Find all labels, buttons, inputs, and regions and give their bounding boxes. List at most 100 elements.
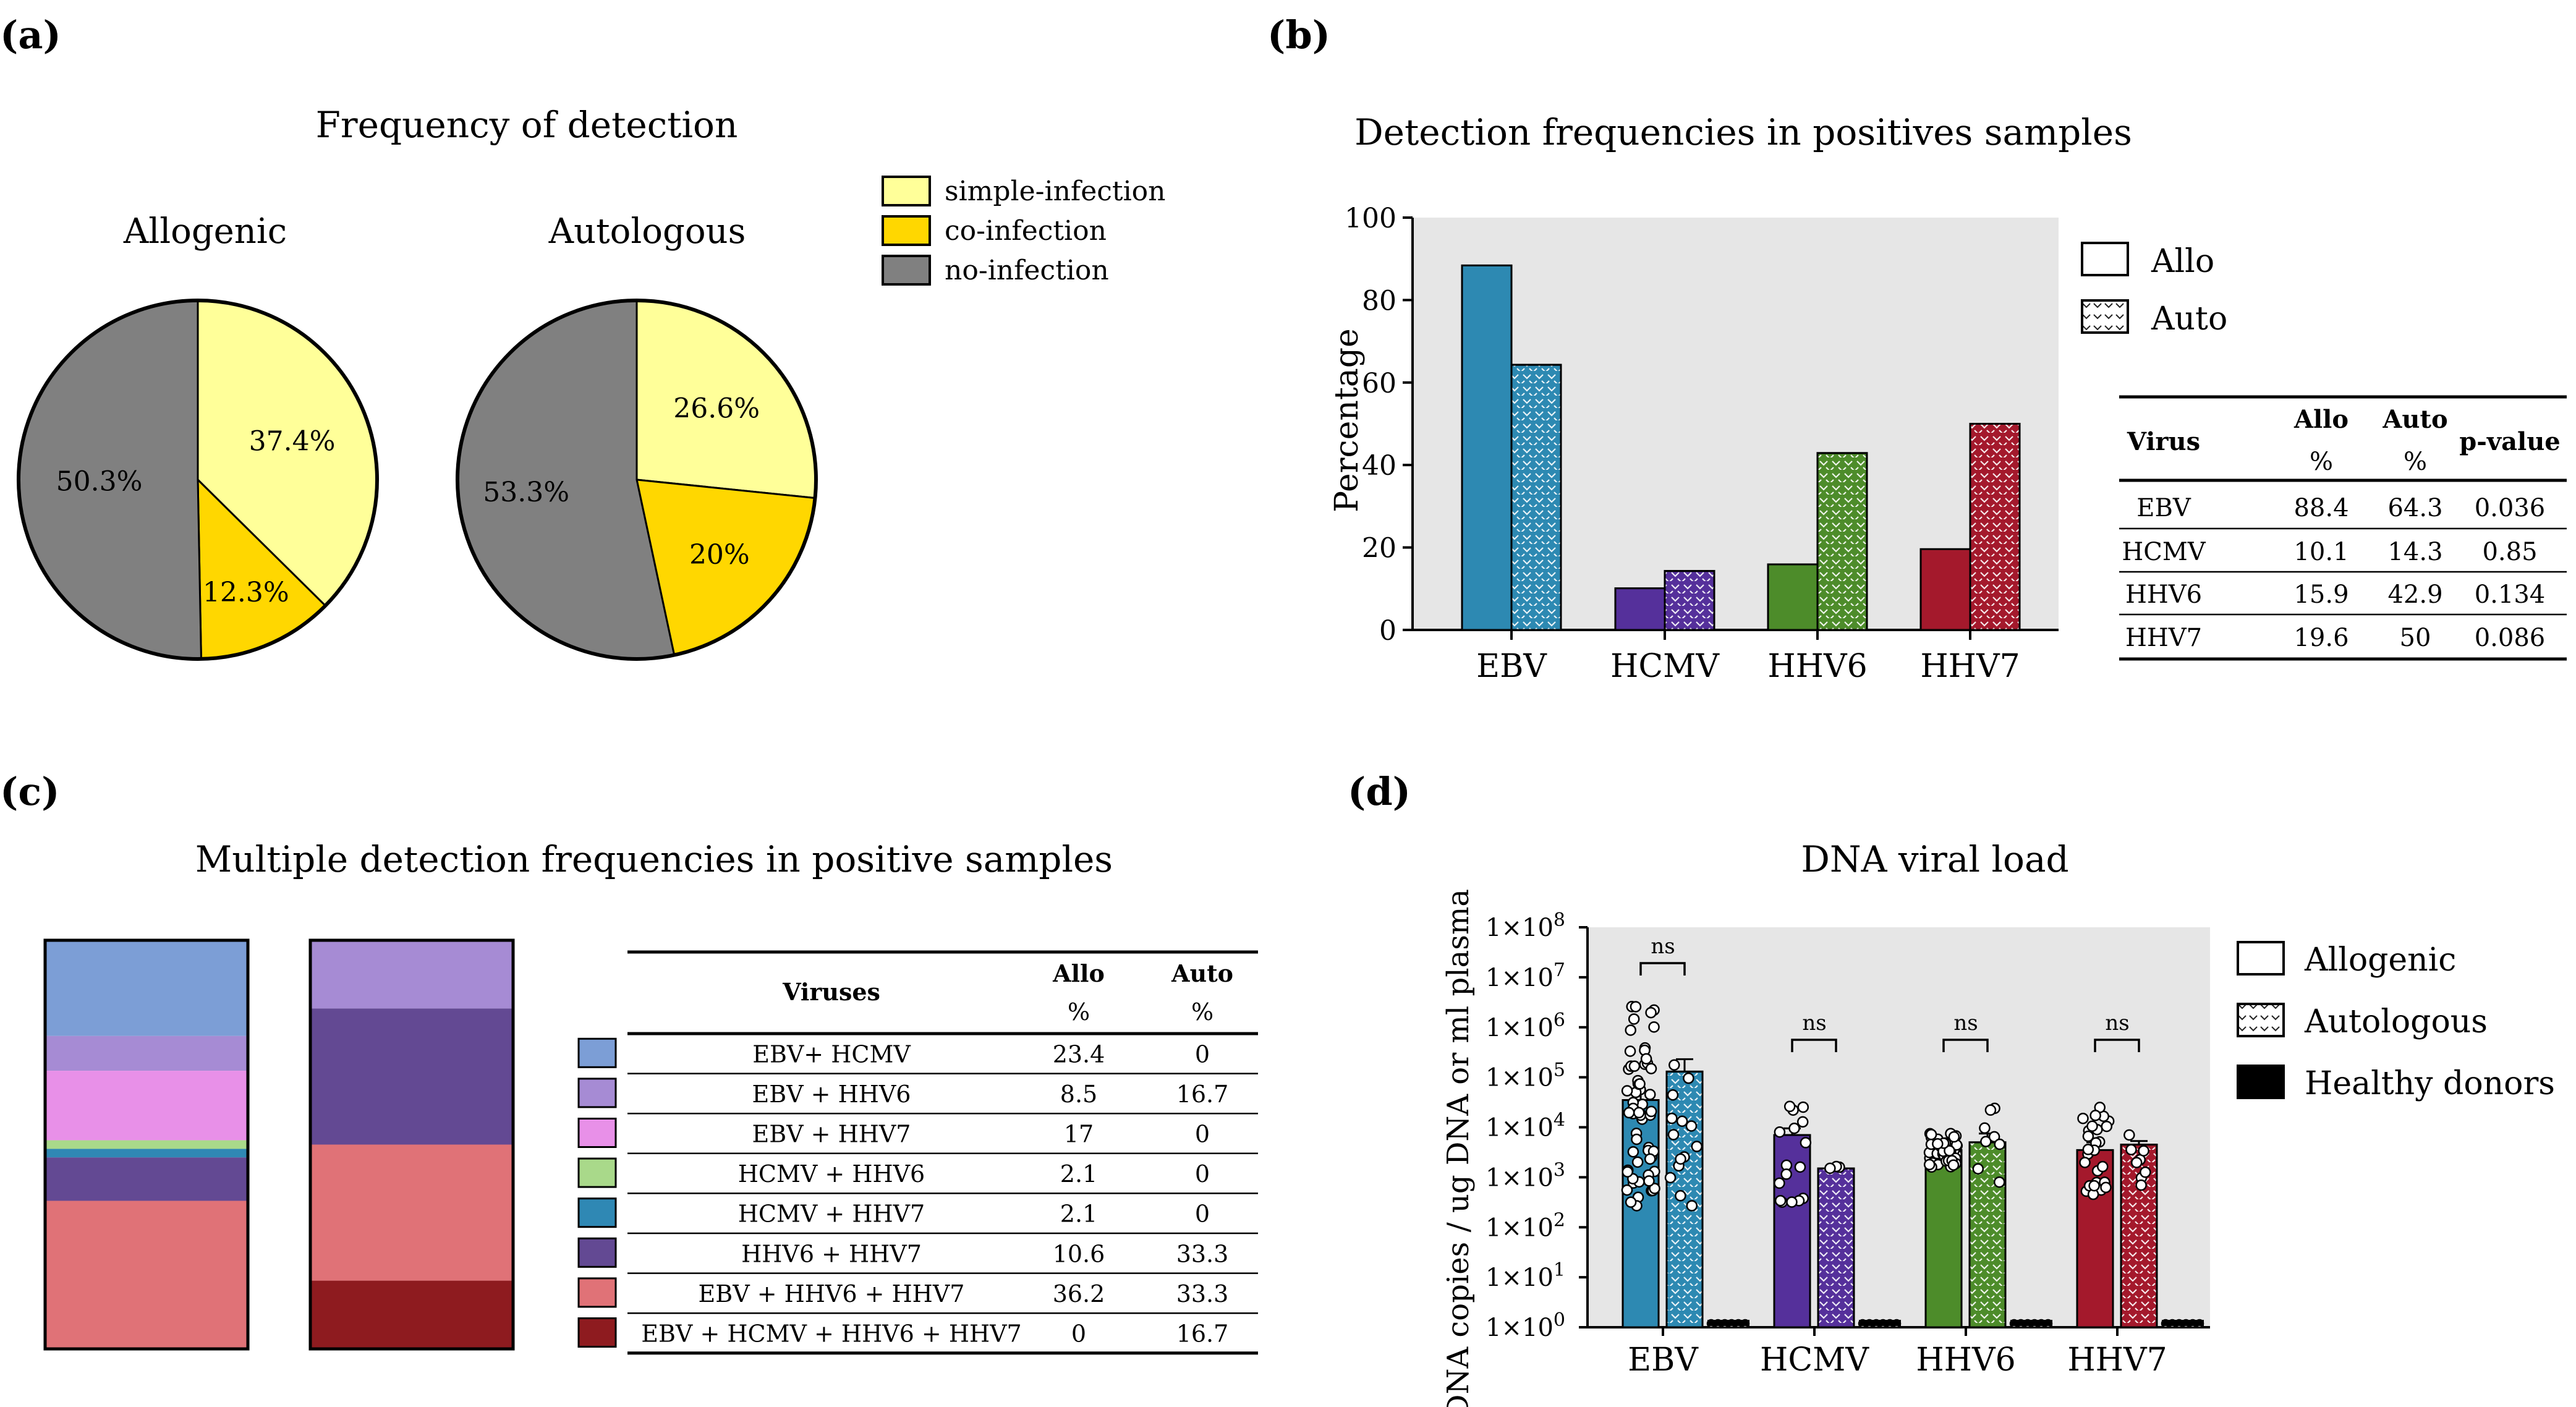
table-b-cell-virus: HCMV [2122,538,2206,566]
table-row: EBV 88.4 64.3 0.036 [2136,494,2545,522]
table-c-cell-allo: 0 [1071,1320,1086,1348]
data-point-allogenic [2077,1112,2089,1124]
table-c-cell-allo: 23.4 [1053,1040,1105,1068]
bar-allo-HHV6 [1767,563,1819,631]
bar-allogenic-HHV6 [1924,1149,1963,1328]
table-c-cell-allo: 8.5 [1060,1081,1097,1108]
legend-swatch-autologous [2237,1003,2285,1037]
x-tick-label-HHV6: HHV6 [1916,1341,2015,1379]
significance-label: ns [1651,934,1675,959]
table-c-cell-auto: 33.3 [1176,1240,1229,1267]
table-c-cell-allo: 10.6 [1053,1240,1105,1267]
bar-auto-pattern-EBV [1510,363,1562,631]
legend-label-no-infection: no-infection [945,255,1109,286]
panel-a-title: Frequency of detection [316,104,738,146]
data-point-allogenic [1645,1006,1657,1019]
bar-autologous-pattern-HHV6 [1968,1141,2007,1328]
data-point-allogenic [2100,1181,2112,1194]
table-b-header-auto: Auto [2382,405,2447,434]
pie-allogenic-title: Allogenic [123,211,287,252]
data-point-allogenic [1621,1085,1633,1097]
panel-c-title: Multiple detection frequencies in positi… [195,838,1113,880]
data-point-allogenic [1923,1158,1936,1171]
table-c-cell-viruses: EBV + HHV6 [752,1081,911,1108]
legend-swatch-auto [2081,299,2129,334]
data-point-autologous [1667,1089,1679,1101]
table-c-cell-auto: 0 [1195,1201,1210,1228]
data-point-autologous [1984,1104,1997,1116]
data-point-autologous [1686,1200,1698,1212]
data-point-autologous [1675,1153,1686,1165]
data-point-allogenic [1649,1183,1660,1194]
legend-label-auto: Auto [2151,300,2227,338]
stack-segment-auto-5 [310,1008,513,1145]
panel-b-label: (b) [1267,12,1330,57]
table-b-header-virus: Virus [2127,427,2200,456]
table-c-rows: EBV+ HCMV 23.4 0 EBV + HHV6 8.5 16.7 EBV + HHV… [577,1037,1258,1355]
x-tick-label-EBV: EBV [1476,648,1547,685]
bar-autologous-pattern-HHV7 [2120,1144,2158,1328]
table-row: EBV + HCMV + HHV6 + HHV7 0 16.7 [577,1317,1258,1355]
legend-label-autologous: Autologous [2304,1003,2488,1040]
bar-detection-ylabel: Percentage [1328,328,1366,512]
panel-b-title: Detection frequencies in positives sampl… [1354,111,2132,153]
legend-label-allogenic: Allogenic [2304,942,2456,979]
significance-bracket [1791,1039,1837,1052]
stack-outline-allo [43,938,250,1351]
stack-segment-auto-7 [310,1280,513,1349]
y-tick-label: 1×102 [1486,1209,1565,1242]
table-c-cell-auto: 16.7 [1176,1320,1229,1348]
data-point-allogenic [1634,1078,1646,1090]
data-point-allogenic [1796,1116,1809,1128]
bar-autologous-pattern-HCMV [1817,1167,1855,1328]
panel-d-title: DNA viral load [1801,838,2068,880]
table-c-cell-viruses: EBV + HHV6 + HHV7 [699,1280,965,1307]
data-point-allogenic [1780,1168,1792,1180]
data-point-allogenic [2082,1144,2094,1155]
data-point-allogenic [2089,1110,2101,1121]
y-tick-label: 60 [1362,368,1396,399]
significance-label: ns [2105,1011,2129,1035]
table-c-header-allo: Allo [1052,959,1105,987]
stack-segment-allo-1 [45,1035,248,1071]
significance-bracket [2094,1039,2140,1052]
data-point-allogenic [1627,1146,1639,1158]
pie-label-simple-infection: 26.6% [673,393,760,424]
data-point-allogenic [1621,1184,1633,1196]
table-row: HHV6 + HHV7 10.6 33.3 [577,1237,1258,1274]
pie-autologous: 26.6% 20% 53.3% [456,299,818,661]
table-c-cell-auto: 0 [1195,1121,1210,1148]
table-c-cell-allo: 36.2 [1053,1280,1105,1307]
pie-allogenic: 37.4% 12.3% 50.3% [17,299,379,661]
data-point-autologous [1675,1189,1686,1202]
data-point-allogenic [1640,1053,1652,1065]
table-b-cell-auto: 14.3 [2387,538,2442,566]
pie-label-simple-infection: 37.4% [249,425,336,457]
panel-d-label: (d) [1348,769,1411,814]
significance-bracket [1639,962,1686,976]
x-tick-label-HCMV: HCMV [1760,1341,1869,1379]
data-point-autologous [1676,1115,1688,1127]
data-point-autologous [1988,1131,2000,1143]
table-b-cell-pvalue: 0.086 [2475,624,2546,652]
data-point-allogenic [1625,1024,1636,1036]
table-c-cell-viruses: HCMV + HHV7 [738,1201,925,1228]
table-row: EBV+ HCMV 23.4 0 [577,1037,1258,1074]
viral-load-ylabel: DNA copies / ug DNA or ml plasma [1441,889,1476,1407]
data-point-allogenic [1648,1021,1660,1033]
table-b-header-pvalue: p-value [2459,427,2560,456]
data-point-allogenic [1774,1195,1787,1207]
y-tick-label: 1×106 [1486,1010,1565,1042]
table-c-header-viruses: Viruses [782,978,880,1006]
data-point-allogenic [1631,1133,1643,1146]
y-tick-label: 40 [1362,450,1396,482]
stack-segment-allo-2 [45,1071,248,1141]
panel-b: (b) Detection frequencies in positives s… [1267,12,2567,685]
stack-segment-auto-1 [310,940,513,1009]
table-row: EBV + HHV6 8.5 16.7 [577,1078,1258,1115]
x-tick-label-HHV7: HHV7 [2067,1341,2167,1379]
stack-outline-auto [308,938,515,1351]
bar-allo-HCMV [1614,587,1666,631]
data-point-allogenic [1622,1166,1633,1178]
data-point-autologous [1824,1162,1836,1175]
